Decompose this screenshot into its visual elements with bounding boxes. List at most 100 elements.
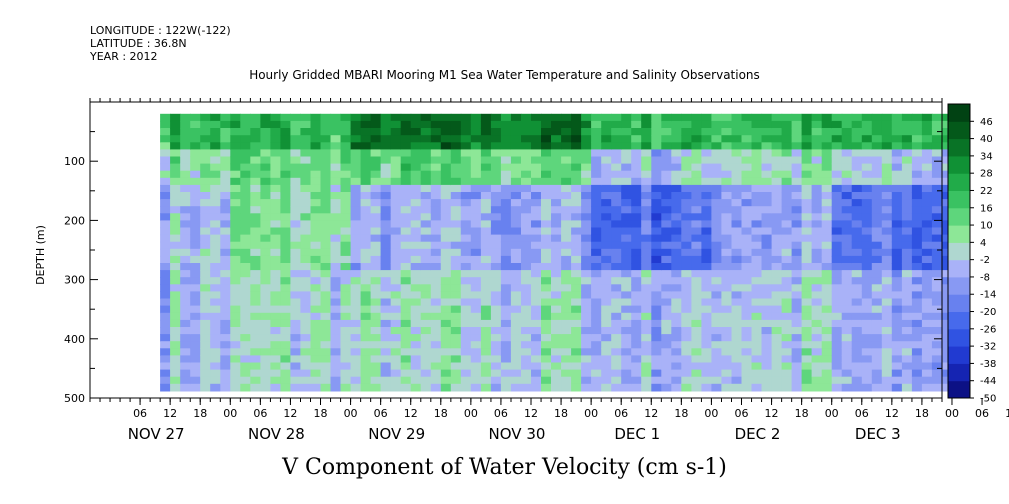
heatmap-cell bbox=[320, 319, 332, 328]
heatmap-cell bbox=[420, 120, 432, 129]
heatmap-cell bbox=[260, 120, 271, 129]
heatmap-cell bbox=[260, 334, 271, 342]
heatmap-cell bbox=[220, 270, 231, 278]
heatmap-cell bbox=[220, 355, 231, 364]
heatmap-cell bbox=[551, 334, 562, 342]
heatmap-cell bbox=[320, 156, 332, 165]
heatmap-cell bbox=[531, 192, 542, 200]
heatmap-cell bbox=[641, 234, 652, 243]
heatmap-cell bbox=[841, 334, 853, 342]
heatmap-cell bbox=[881, 369, 893, 378]
heatmap-cell bbox=[390, 220, 402, 229]
heatmap-cell bbox=[881, 298, 893, 307]
heatmap-cell bbox=[440, 149, 452, 158]
heatmap-cell bbox=[761, 248, 773, 257]
heatmap-cell bbox=[891, 263, 903, 271]
heatmap-cell bbox=[400, 312, 412, 321]
heatmap-cell bbox=[601, 220, 612, 229]
heatmap-cell bbox=[751, 376, 763, 385]
heatmap-cell bbox=[821, 270, 833, 278]
heatmap-cell bbox=[681, 227, 692, 236]
heatmap-cell bbox=[400, 327, 412, 335]
heatmap-cell bbox=[160, 156, 171, 165]
heatmap-cell bbox=[621, 277, 632, 285]
heatmap-cell bbox=[270, 170, 281, 179]
heatmap-cell bbox=[651, 113, 662, 122]
heatmap-cell bbox=[521, 248, 532, 257]
heatmap-cell bbox=[821, 113, 833, 122]
heatmap-cell bbox=[430, 241, 442, 250]
heatmap-cell bbox=[801, 184, 813, 193]
heatmap-cell bbox=[400, 135, 412, 143]
heatmap-cell bbox=[360, 248, 372, 257]
heatmap-cell bbox=[821, 341, 833, 349]
heatmap-cell bbox=[390, 291, 402, 300]
heatmap-cell bbox=[320, 383, 332, 392]
heatmap-cell bbox=[601, 305, 612, 314]
heatmap-cell bbox=[891, 327, 903, 335]
heatmap-cell bbox=[771, 220, 783, 229]
heatmap-cell bbox=[811, 199, 823, 207]
heatmap-cell bbox=[280, 319, 291, 328]
heatmap-cell bbox=[861, 334, 873, 342]
heatmap-cell bbox=[651, 120, 662, 129]
heatmap-cell bbox=[500, 376, 512, 385]
heatmap-cell bbox=[551, 284, 562, 292]
heatmap-cell bbox=[841, 348, 853, 356]
heatmap-cell bbox=[942, 220, 953, 229]
heatmap-cell bbox=[400, 142, 412, 150]
heatmap-cell bbox=[911, 170, 923, 179]
heatmap-cell bbox=[581, 341, 592, 349]
heatmap-cell bbox=[861, 206, 873, 214]
heatmap-cell bbox=[801, 383, 813, 392]
heatmap-cell bbox=[480, 305, 492, 314]
heatmap-cell bbox=[480, 220, 492, 229]
heatmap-cell bbox=[651, 327, 662, 335]
x-hour-tick-label: 18 bbox=[674, 407, 688, 420]
heatmap-cell bbox=[901, 298, 913, 307]
heatmap-cell bbox=[641, 305, 652, 314]
heatmap-cell bbox=[280, 156, 291, 165]
heatmap-cell bbox=[671, 291, 682, 300]
heatmap-cell bbox=[500, 192, 512, 200]
heatmap-cell bbox=[911, 341, 923, 349]
x-day-label: DEC 1 bbox=[614, 425, 660, 443]
heatmap-cell bbox=[290, 298, 301, 307]
heatmap-cell bbox=[340, 248, 352, 257]
heatmap-cell bbox=[891, 355, 903, 364]
heatmap-cell bbox=[821, 305, 833, 314]
heatmap-cell bbox=[761, 263, 773, 271]
heatmap-cell bbox=[180, 113, 191, 122]
heatmap-cell bbox=[661, 192, 672, 200]
heatmap-cell bbox=[340, 369, 352, 378]
heatmap-cell bbox=[350, 284, 362, 292]
heatmap-cell bbox=[430, 270, 442, 278]
heatmap-cell bbox=[571, 305, 582, 314]
heatmap-cell bbox=[731, 383, 743, 392]
heatmap-cell bbox=[160, 327, 171, 335]
heatmap-cell bbox=[310, 341, 322, 349]
heatmap-cell bbox=[280, 298, 291, 307]
heatmap-cell bbox=[761, 163, 773, 172]
heatmap-cell bbox=[851, 298, 863, 307]
heatmap-cell bbox=[440, 277, 452, 285]
heatmap-cell bbox=[521, 383, 532, 392]
heatmap-cell bbox=[280, 355, 291, 364]
heatmap-cell bbox=[500, 227, 512, 236]
heatmap-cell bbox=[370, 227, 382, 236]
heatmap-cell bbox=[641, 163, 652, 172]
heatmap-cell bbox=[280, 120, 291, 129]
heatmap-cell bbox=[380, 206, 392, 214]
heatmap-cell bbox=[831, 270, 843, 278]
heatmap-cell bbox=[671, 149, 682, 158]
heatmap-cell bbox=[741, 319, 753, 328]
heatmap-cell bbox=[841, 312, 853, 321]
heatmap-cell bbox=[380, 170, 392, 179]
heatmap-cell bbox=[490, 199, 502, 207]
heatmap-cell bbox=[891, 383, 903, 392]
heatmap-cell bbox=[841, 149, 853, 158]
heatmap-cell bbox=[601, 319, 612, 328]
heatmap-cell bbox=[881, 291, 893, 300]
heatmap-cell bbox=[761, 241, 773, 250]
heatmap-cell bbox=[531, 376, 542, 385]
